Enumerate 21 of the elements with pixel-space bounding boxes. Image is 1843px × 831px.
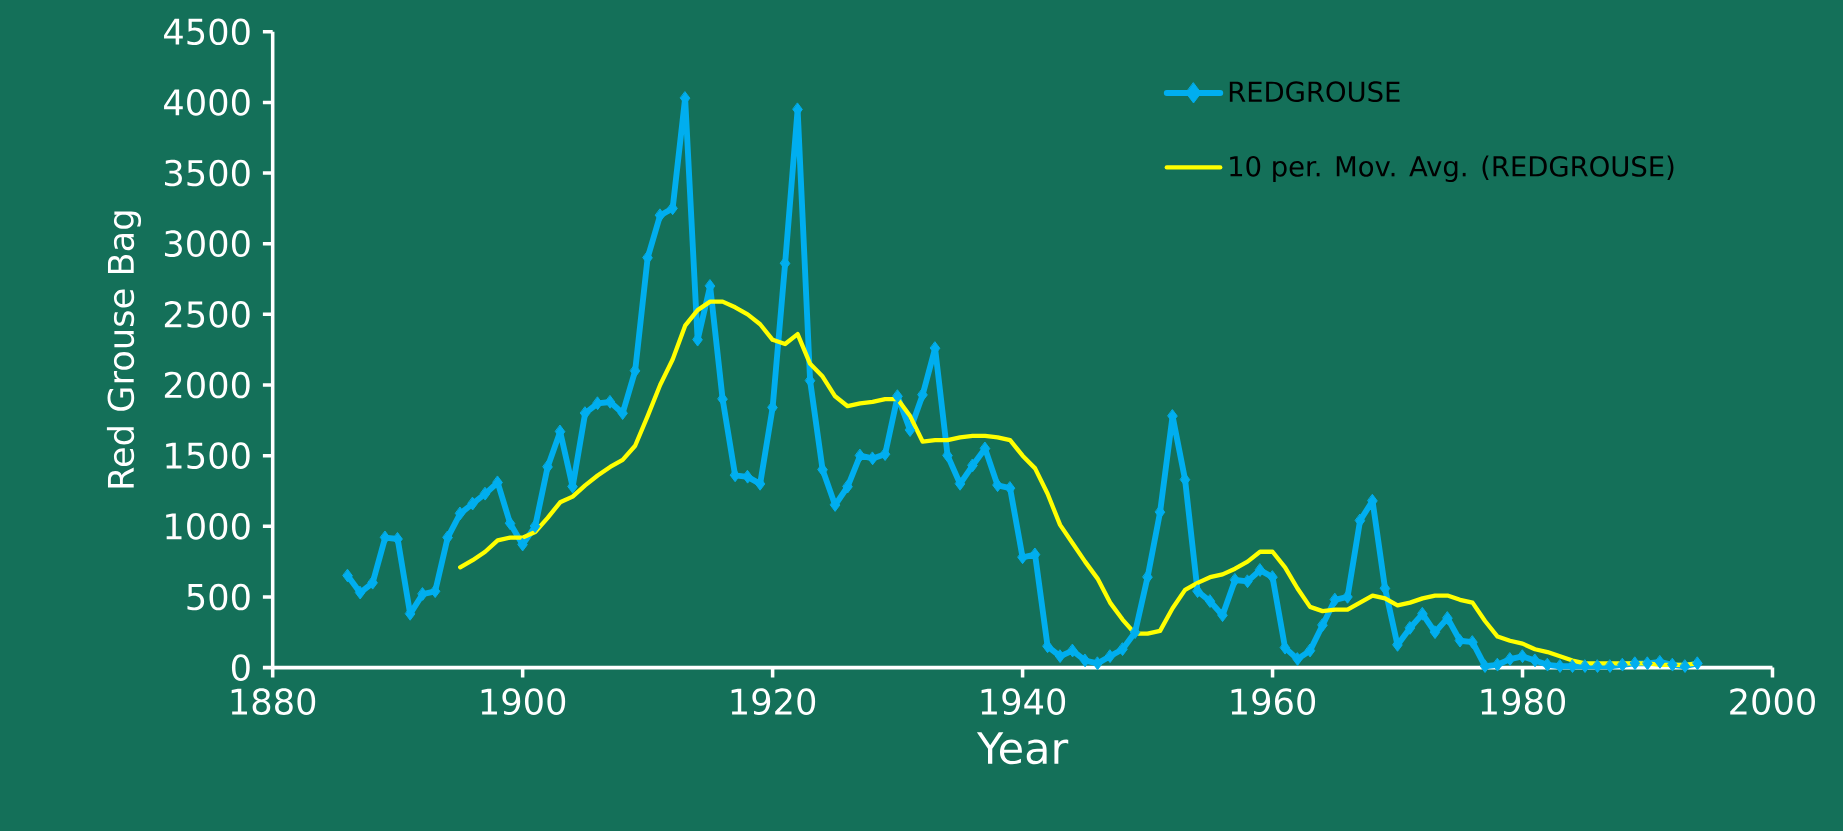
y-tick-label: 2000 [164,371,250,399]
y-tick-label: 500 [187,583,250,611]
y-tick-label: 3500 [164,159,250,187]
y-tick-label: 1000 [166,512,250,540]
y-tick-label: 0 [231,654,250,681]
x-axis-title: Year [976,732,1069,765]
y-tick-label: 1500 [166,442,250,469]
legend-label: 10 per. Mov. Avg. (REDGROUSE) [1230,155,1674,183]
y-axis-title: Red Grouse Bag [106,211,142,488]
legend-label: REDGROUSE [1229,81,1400,103]
x-tick-label: 1920 [731,688,816,715]
y-tick-label: 4000 [164,89,250,116]
y-tick-label: 2500 [164,301,250,328]
y-tick-label: 3000 [164,230,250,258]
x-tick-label: 1940 [981,688,1066,715]
x-tick-label: 1900 [481,688,566,715]
x-tick-label: 2000 [1730,688,1815,715]
x-tick-label: 1880 [231,688,316,715]
x-tick-label: 1960 [1231,688,1316,715]
y-tick-label: 4500 [164,18,250,46]
x-tick-label: 1980 [1481,688,1566,715]
